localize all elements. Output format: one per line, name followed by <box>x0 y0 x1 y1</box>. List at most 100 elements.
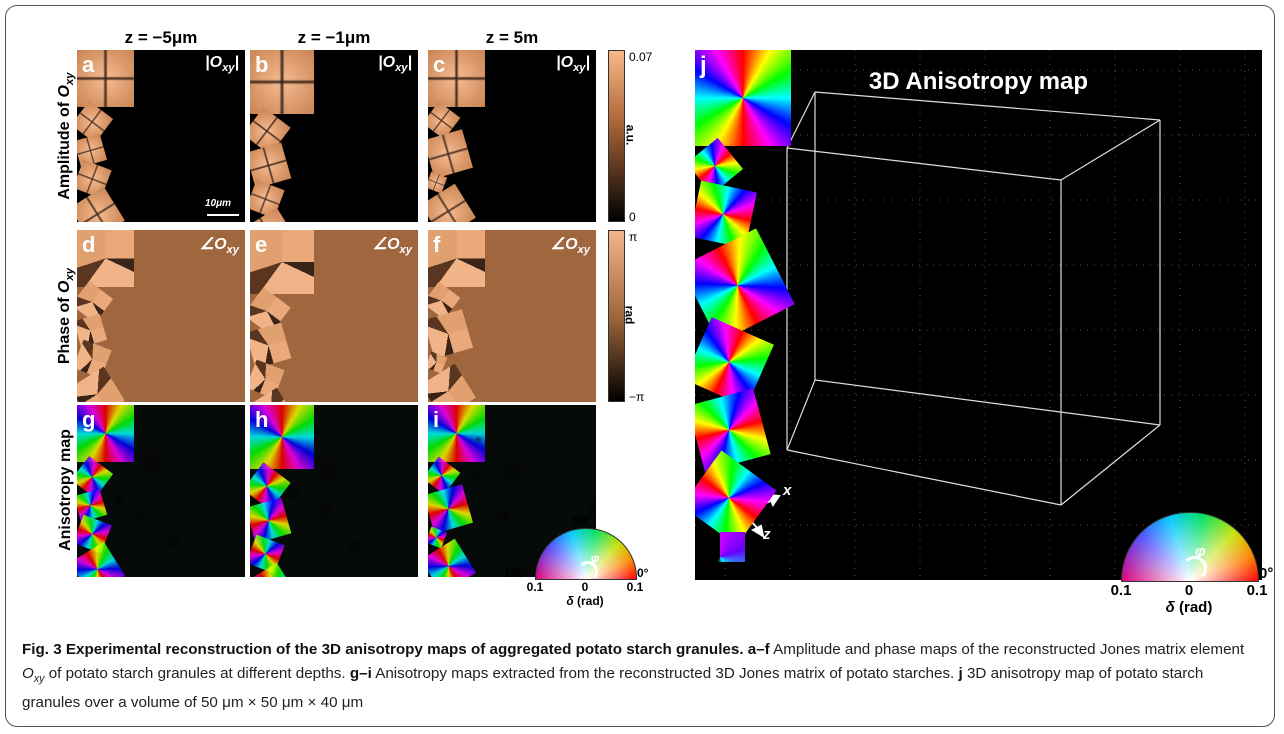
granule-shade <box>483 497 523 537</box>
row-label-text: Amplitude of <box>56 102 73 200</box>
granule-shade <box>462 464 489 491</box>
row-label-symbol: O <box>56 281 73 293</box>
column-header: z = −1μm <box>250 28 418 48</box>
row-label: Amplitude of Oxy <box>56 50 76 222</box>
caption-label: j <box>959 665 963 682</box>
granule-shade <box>225 493 245 533</box>
colorbar-unit: rad <box>622 306 636 325</box>
panel-letter: i <box>433 407 439 433</box>
page: body{margin:0;width:1284px;height:734px;… <box>0 0 1284 734</box>
granule <box>695 50 791 146</box>
granule <box>428 309 473 359</box>
panel-tag-suffix: | <box>235 54 239 71</box>
granule-shade <box>307 493 344 530</box>
image-panel: f ∠Oxy <box>428 230 596 402</box>
box-edge <box>1061 425 1160 505</box>
panel-tag-sub: xy <box>395 62 407 74</box>
panel-letter: b <box>255 52 268 78</box>
panel-tag: ∠Oxy <box>200 234 239 256</box>
image-panel: h <box>250 405 418 577</box>
panel-tag-sub: xy <box>578 244 590 256</box>
image-panel: g <box>77 405 245 577</box>
panel-tag: ∠Oxy <box>373 234 412 256</box>
panel-tag-prefix: |O <box>556 54 573 71</box>
box-edge <box>815 92 1160 120</box>
panel-tag: |Oxy| <box>556 54 590 74</box>
panel-tag: ∠Oxy <box>551 234 590 256</box>
image-panel: a|Oxy|10μm <box>77 50 245 222</box>
caption-symbol: O <box>22 665 34 682</box>
panel-tag-sub: xy <box>222 62 234 74</box>
granule <box>428 129 473 179</box>
granule-shade <box>339 531 369 561</box>
granule-shade <box>398 491 418 531</box>
granule <box>428 484 473 534</box>
wheel-unit: (rad) <box>577 594 604 608</box>
panel-tag-suffix: | <box>586 54 590 71</box>
wheel-tick: 0.1 <box>623 580 647 594</box>
colorbar-max: π <box>629 230 637 244</box>
column-header: z = −5μm <box>77 28 245 48</box>
granule-shade <box>126 502 153 529</box>
panel-j-title: 3D Anisotropy map <box>695 68 1262 96</box>
image-panel: d ∠Oxy <box>77 230 245 402</box>
wheel-tick: 0.1 <box>1242 582 1272 599</box>
panel-tag-suffix: | <box>408 54 412 71</box>
scale-label: 10μm <box>205 198 231 209</box>
wheel-symbol: δ <box>566 594 573 608</box>
caption-subscript: xy <box>34 673 45 685</box>
column-header: z = 5m <box>428 28 596 48</box>
panel-tag-prefix: ∠O <box>200 236 227 253</box>
panel-letter: g <box>82 407 95 433</box>
axis-label: z <box>763 526 771 543</box>
granule-shade <box>124 433 181 490</box>
wheel-left: 180° <box>504 566 529 580</box>
caption-text: of potato starch granules at different d… <box>49 665 346 682</box>
wheel-tick: 0.1 <box>523 580 547 594</box>
panel-tag-prefix: ∠O <box>373 236 400 253</box>
axis-label: x <box>783 482 791 499</box>
wheel-tick: 0 <box>573 580 597 594</box>
image-panel: e ∠Oxy <box>250 230 418 402</box>
wheel-right: 0° <box>1259 565 1273 582</box>
panel-tag: |Oxy| <box>378 54 412 74</box>
panel-letter: h <box>255 407 268 433</box>
row-label-sub: xy <box>64 73 76 85</box>
caption-text: Amplitude and phase maps of the reconstr… <box>773 641 1244 658</box>
wheel-symbol: δ <box>1166 599 1175 616</box>
colorbar-min: −π <box>629 390 644 404</box>
row-label: Anisotropy map <box>57 404 75 576</box>
wheel-axis: δ (rad) <box>1144 599 1234 616</box>
granule-shade <box>483 442 540 499</box>
panel-tag: |Oxy| <box>205 54 239 74</box>
panel-letter: c <box>433 52 445 78</box>
panel-tag-sub: xy <box>227 244 239 256</box>
panel-tag-sub: xy <box>573 62 585 74</box>
box-edge <box>815 380 1160 425</box>
panel-letter: e <box>255 232 267 258</box>
caption: Fig. 3 Experimental reconstruction of th… <box>22 638 1262 715</box>
panel-tag-sub: xy <box>400 244 412 256</box>
row-label-symbol: O <box>56 85 73 97</box>
panel-tag-prefix: |O <box>205 54 222 71</box>
panel-letter: f <box>433 232 440 258</box>
wheel-tick: 0.1 <box>1106 582 1136 599</box>
wheel-top: 90° <box>1177 494 1200 511</box>
wheel-right: 0° <box>637 566 648 580</box>
box-edge <box>1061 120 1160 180</box>
scale-bar <box>207 214 239 216</box>
caption-text: Anisotropy maps extracted from the recon… <box>375 665 954 682</box>
caption-title: Fig. 3 Experimental reconstruction of th… <box>22 641 744 658</box>
wheel-tick: 0 <box>1174 582 1204 599</box>
row-label-sub: xy <box>64 268 76 280</box>
box-edge <box>787 380 815 450</box>
row-label: Phase of Oxy <box>56 230 76 402</box>
colorbar-min: 0 <box>629 210 636 224</box>
wheel-axis: δ (rad) <box>549 594 621 608</box>
caption-label: g–i <box>350 665 372 682</box>
image-panel: b |Oxy| <box>250 50 418 222</box>
panel-letter: d <box>82 232 95 258</box>
caption-label: a–f <box>748 641 770 658</box>
wheel-unit: (rad) <box>1179 599 1212 616</box>
panel-tag-prefix: |O <box>378 54 395 71</box>
